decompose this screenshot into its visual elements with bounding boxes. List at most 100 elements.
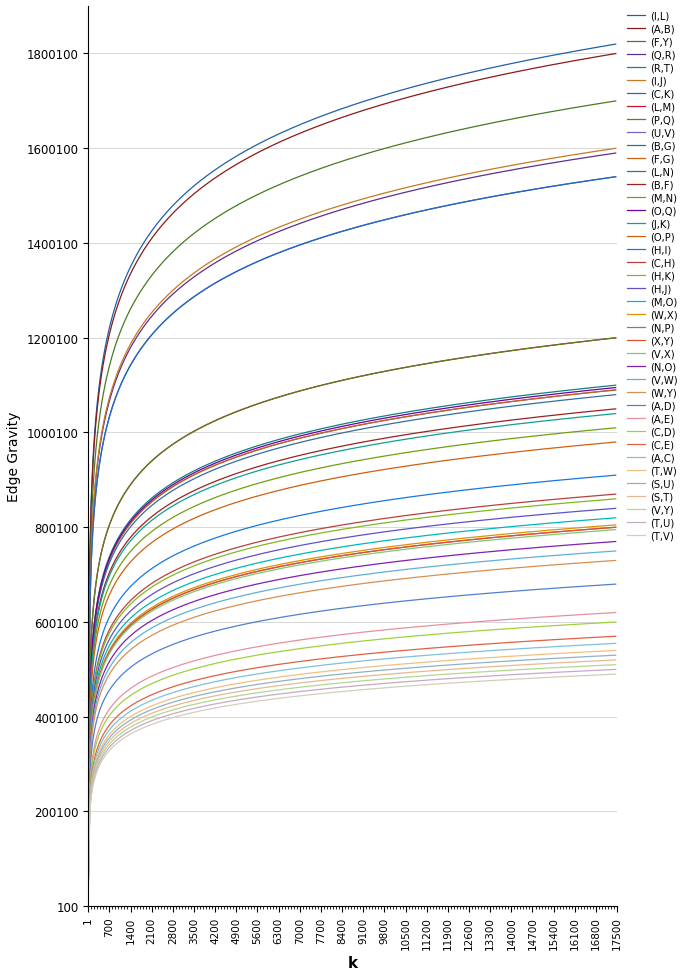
(A,C) bbox=[612, 638, 620, 650]
Line: (Q,R): (Q,R) bbox=[88, 154, 616, 907]
(V,X) bbox=[84, 901, 92, 913]
(C,D) bbox=[612, 616, 620, 628]
(V,X) bbox=[351, 550, 360, 562]
(B,F) bbox=[84, 901, 92, 913]
(L,M) bbox=[556, 339, 564, 351]
(V,Y) bbox=[612, 659, 620, 671]
(C,E) bbox=[330, 652, 338, 663]
(M,N) bbox=[528, 431, 536, 443]
(Q,R) bbox=[84, 901, 92, 913]
(C,E) bbox=[84, 901, 92, 913]
Line: (V,X): (V,X) bbox=[88, 531, 616, 907]
(B,G) bbox=[84, 901, 92, 913]
(R,T) bbox=[612, 172, 620, 184]
(N,O) bbox=[351, 562, 360, 573]
(X,Y) bbox=[351, 548, 360, 560]
(T,V) bbox=[294, 691, 302, 702]
(I,L) bbox=[612, 39, 620, 51]
(B,G) bbox=[528, 389, 536, 401]
Line: (J,K): (J,K) bbox=[88, 414, 616, 907]
(B,F) bbox=[556, 409, 564, 421]
(T,V) bbox=[84, 901, 92, 913]
(I,J) bbox=[351, 196, 360, 208]
(H,J) bbox=[528, 510, 536, 522]
(Q,R) bbox=[528, 161, 536, 173]
(V,W) bbox=[332, 573, 340, 584]
(H,J) bbox=[556, 507, 564, 519]
(B,G) bbox=[332, 420, 340, 432]
(V,X) bbox=[612, 525, 620, 536]
(T,U) bbox=[612, 663, 620, 675]
(C,K) bbox=[84, 901, 92, 913]
(S,U) bbox=[84, 901, 92, 913]
(N,P) bbox=[556, 527, 564, 538]
(U,V) bbox=[294, 433, 302, 445]
(M,O) bbox=[294, 549, 302, 561]
(U,V) bbox=[612, 385, 620, 397]
(A,C) bbox=[294, 662, 302, 674]
(C,H) bbox=[351, 518, 360, 530]
Line: (A,E): (A,E) bbox=[88, 613, 616, 907]
(N,O) bbox=[332, 565, 340, 576]
(V,Y) bbox=[332, 678, 340, 690]
(X,Y) bbox=[556, 527, 564, 538]
(F,G) bbox=[556, 391, 564, 403]
Line: (B,G): (B,G) bbox=[88, 386, 616, 907]
Line: (O,Q): (O,Q) bbox=[88, 388, 616, 907]
(C,K) bbox=[528, 185, 536, 196]
(U,V) bbox=[351, 420, 360, 432]
(F,Y) bbox=[612, 96, 620, 107]
(N,O) bbox=[84, 901, 92, 913]
(M,N) bbox=[556, 428, 564, 440]
(W,Y) bbox=[332, 581, 340, 593]
(P,Q) bbox=[612, 332, 620, 344]
Line: (W,X): (W,X) bbox=[88, 526, 616, 907]
(H,J) bbox=[612, 503, 620, 515]
(S,U) bbox=[528, 654, 536, 665]
(J,K) bbox=[556, 414, 564, 426]
(S,T) bbox=[612, 655, 620, 666]
Line: (C,D): (C,D) bbox=[88, 622, 616, 907]
Line: (C,E): (C,E) bbox=[88, 637, 616, 907]
(A,E) bbox=[330, 630, 338, 642]
(H,I) bbox=[556, 475, 564, 487]
(P,Q) bbox=[556, 339, 564, 351]
(C,D) bbox=[84, 901, 92, 913]
(R,T) bbox=[294, 240, 302, 252]
Line: (X,Y): (X,Y) bbox=[88, 528, 616, 907]
(A,D) bbox=[351, 601, 360, 613]
(X,Y) bbox=[294, 558, 302, 570]
(C,E) bbox=[351, 650, 360, 661]
(C,D) bbox=[330, 639, 338, 651]
(P,Q) bbox=[294, 386, 302, 398]
(P,Q) bbox=[332, 376, 340, 388]
(P,Q) bbox=[528, 343, 536, 355]
(A,B) bbox=[330, 115, 338, 127]
(A,E) bbox=[332, 630, 340, 642]
(V,W) bbox=[294, 579, 302, 591]
(T,U) bbox=[84, 901, 92, 913]
(W,Y) bbox=[556, 559, 564, 571]
(A,E) bbox=[556, 611, 564, 622]
(A,D) bbox=[612, 578, 620, 590]
(C,K) bbox=[294, 240, 302, 252]
(O,Q) bbox=[332, 422, 340, 434]
(F,G) bbox=[332, 425, 340, 437]
(W,X) bbox=[612, 520, 620, 531]
(A,C) bbox=[84, 901, 92, 913]
(H,J) bbox=[294, 540, 302, 552]
(T,V) bbox=[351, 685, 360, 697]
(R,T) bbox=[84, 901, 92, 913]
(C,H) bbox=[612, 488, 620, 500]
(F,Y) bbox=[84, 901, 92, 913]
(S,U) bbox=[294, 673, 302, 685]
(W,Y) bbox=[84, 901, 92, 913]
(H,I) bbox=[330, 503, 338, 515]
(L,M) bbox=[294, 386, 302, 398]
(A,D) bbox=[556, 582, 564, 594]
(L,N) bbox=[294, 438, 302, 449]
(I,L) bbox=[556, 49, 564, 61]
(L,N) bbox=[612, 390, 620, 402]
(C,H) bbox=[528, 496, 536, 508]
(F,G) bbox=[612, 385, 620, 397]
